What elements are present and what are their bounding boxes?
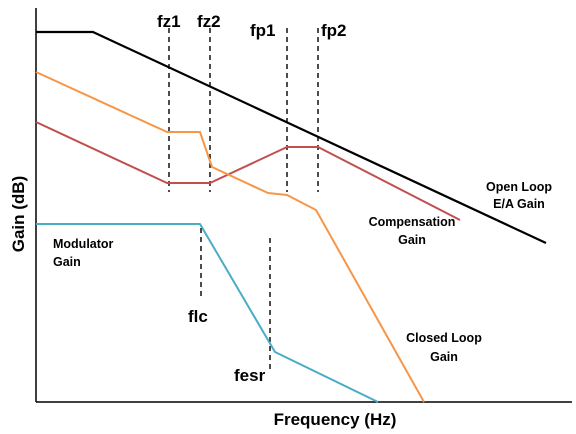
fz1-label: fz1 [157,12,181,31]
flc-label: flc [188,307,208,326]
fesr-label: fesr [234,366,266,385]
fz2-label: fz2 [197,12,221,31]
closed-loop-label-line2: Gain [430,350,458,364]
compensation-gain-curve [35,121,461,221]
open-loop-label-line2: E/A Gain [493,197,545,211]
compensation-label-line1: Compensation [369,215,456,229]
x-axis-title: Frequency (Hz) [274,410,397,429]
modulator-gain-curve [36,223,379,403]
modulator-label-line1: Modulator [53,237,114,251]
open-loop-label-line1: Open Loop [486,180,552,194]
modulator-label-line2: Gain [53,255,81,269]
fp1-label: fp1 [250,21,276,40]
closed-loop-label-line1: Closed Loop [406,331,482,345]
fp2-label: fp2 [321,21,347,40]
open-loop-gain-curve [36,30,547,244]
y-axis-title: Gain (dB) [9,176,28,253]
compensation-label-line2: Gain [398,233,426,247]
closed-loop-gain-curve [35,71,425,403]
